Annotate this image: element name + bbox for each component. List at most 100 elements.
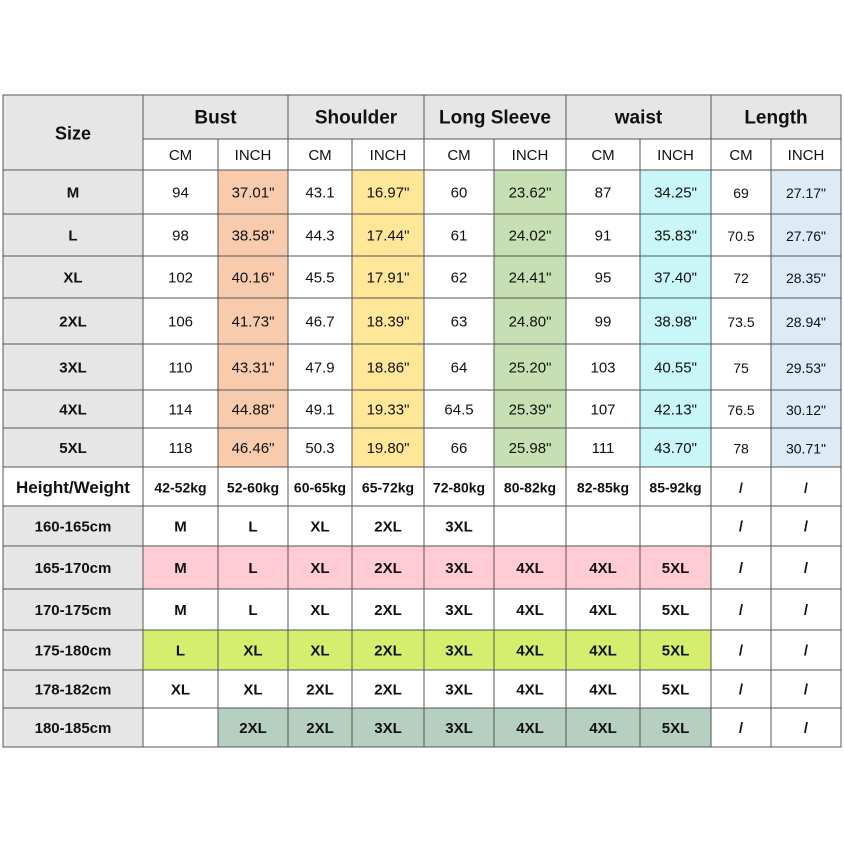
measure-value: 25.98" (509, 440, 552, 457)
fit-size: L (248, 602, 257, 619)
measure-value: 19.80" (367, 440, 410, 457)
unit-header: CM (447, 147, 470, 164)
measure-value: 69 (733, 185, 749, 201)
fit-size: 2XL (374, 682, 402, 699)
fit-size-cell (639, 505, 712, 547)
fit-size: 4XL (589, 560, 617, 577)
measure-value: 42.13" (654, 402, 697, 419)
measure-value: 118 (169, 440, 193, 457)
fit-size-cell (710, 707, 772, 748)
measure-value-cell (710, 213, 772, 257)
measure-value: 62 (451, 270, 468, 287)
group-header-cell (142, 94, 289, 140)
measure-value-cell (287, 297, 353, 345)
measure-value-cell (493, 169, 567, 215)
measure-value-cell (142, 255, 219, 299)
height-label-cell (2, 545, 144, 590)
weight-header: 42-52kg (154, 480, 206, 496)
fit-size: 4XL (516, 560, 544, 577)
measure-value-cell (217, 427, 289, 468)
measure-value-cell (423, 297, 495, 345)
measure-value: 103 (590, 360, 615, 377)
fit-size-cell (287, 629, 353, 671)
fit-size: / (739, 602, 744, 619)
measure-value-cell (710, 389, 772, 429)
measure-value-cell (423, 427, 495, 468)
fit-size-cell (217, 629, 289, 671)
fit-size: 4XL (516, 643, 544, 660)
measure-value-cell (710, 343, 772, 391)
height-label-cell (2, 588, 144, 631)
weight-header: 52-60kg (227, 480, 279, 496)
fit-size: L (176, 643, 185, 660)
measure-value-cell (770, 389, 842, 429)
measure-value: 70.5 (727, 228, 754, 244)
fit-size-cell (142, 629, 219, 671)
measure-value: 94 (172, 185, 189, 202)
fit-size: XL (171, 682, 190, 699)
measure-value: 47.9 (305, 360, 334, 377)
fit-size-cell (142, 707, 219, 748)
measure-value: 49.1 (305, 402, 334, 419)
fit-size-cell (423, 707, 495, 748)
measure-value: 34.25" (654, 185, 697, 202)
measure-value-cell (351, 427, 425, 468)
measure-value-cell (351, 389, 425, 429)
measure-value: 35.83" (654, 228, 697, 245)
unit-header: CM (169, 147, 192, 164)
fit-size-cell (565, 545, 641, 590)
fit-size: 5XL (662, 720, 690, 737)
weight-header-cell (493, 466, 567, 507)
fit-size-cell (493, 588, 567, 631)
measure-value: 18.86" (367, 360, 410, 377)
measure-value: 27.17" (786, 185, 826, 201)
fit-size-cell (565, 707, 641, 748)
weight-header: / (739, 480, 743, 496)
fit-size-cell (142, 669, 219, 709)
fit-size: L (248, 519, 257, 536)
fit-size-cell (639, 669, 712, 709)
weight-header: Height/Weight (16, 478, 130, 497)
weight-header: 60-65kg (294, 480, 346, 496)
measure-value: 16.97" (367, 185, 410, 202)
measure-value-cell (565, 343, 641, 391)
fit-size-cell (217, 545, 289, 590)
measure-value: 24.80" (509, 314, 552, 331)
fit-size: M (174, 519, 187, 536)
measure-value-cell (710, 297, 772, 345)
fit-size: 2XL (306, 682, 334, 699)
fit-size: 3XL (445, 560, 473, 577)
measure-value: 44.3 (305, 228, 334, 245)
fit-size: / (804, 720, 809, 737)
fit-size: 2XL (374, 602, 402, 619)
fit-size: 3XL (374, 720, 402, 737)
size-label: L (68, 228, 77, 245)
measure-value-cell (493, 427, 567, 468)
fit-size: XL (310, 602, 329, 619)
measure-value-cell (493, 255, 567, 299)
corner-label: Size (55, 124, 91, 144)
measure-value: 38.58" (232, 228, 275, 245)
measure-value: 107 (590, 402, 615, 419)
unit-header: CM (729, 147, 752, 164)
measure-value: 99 (595, 314, 612, 331)
measure-value: 40.55" (654, 360, 697, 377)
fit-size-cell (217, 707, 289, 748)
fit-size-cell (710, 545, 772, 590)
measure-value: 61 (451, 228, 468, 245)
corner-label-cell (2, 94, 144, 171)
group-header-cell (710, 94, 842, 140)
weight-header-cell (217, 466, 289, 507)
measure-value: 43.1 (305, 185, 334, 202)
measure-value-cell (351, 297, 425, 345)
measure-value-cell (423, 343, 495, 391)
measure-value: 64.5 (444, 402, 473, 419)
fit-size: 4XL (589, 602, 617, 619)
weight-header-cell (351, 466, 425, 507)
fit-size: XL (243, 643, 262, 660)
measure-value-cell (565, 255, 641, 299)
measure-value: 76.5 (727, 402, 754, 418)
fit-size-cell (217, 669, 289, 709)
measure-value: 60 (451, 185, 468, 202)
unit-header-cell (770, 138, 842, 171)
